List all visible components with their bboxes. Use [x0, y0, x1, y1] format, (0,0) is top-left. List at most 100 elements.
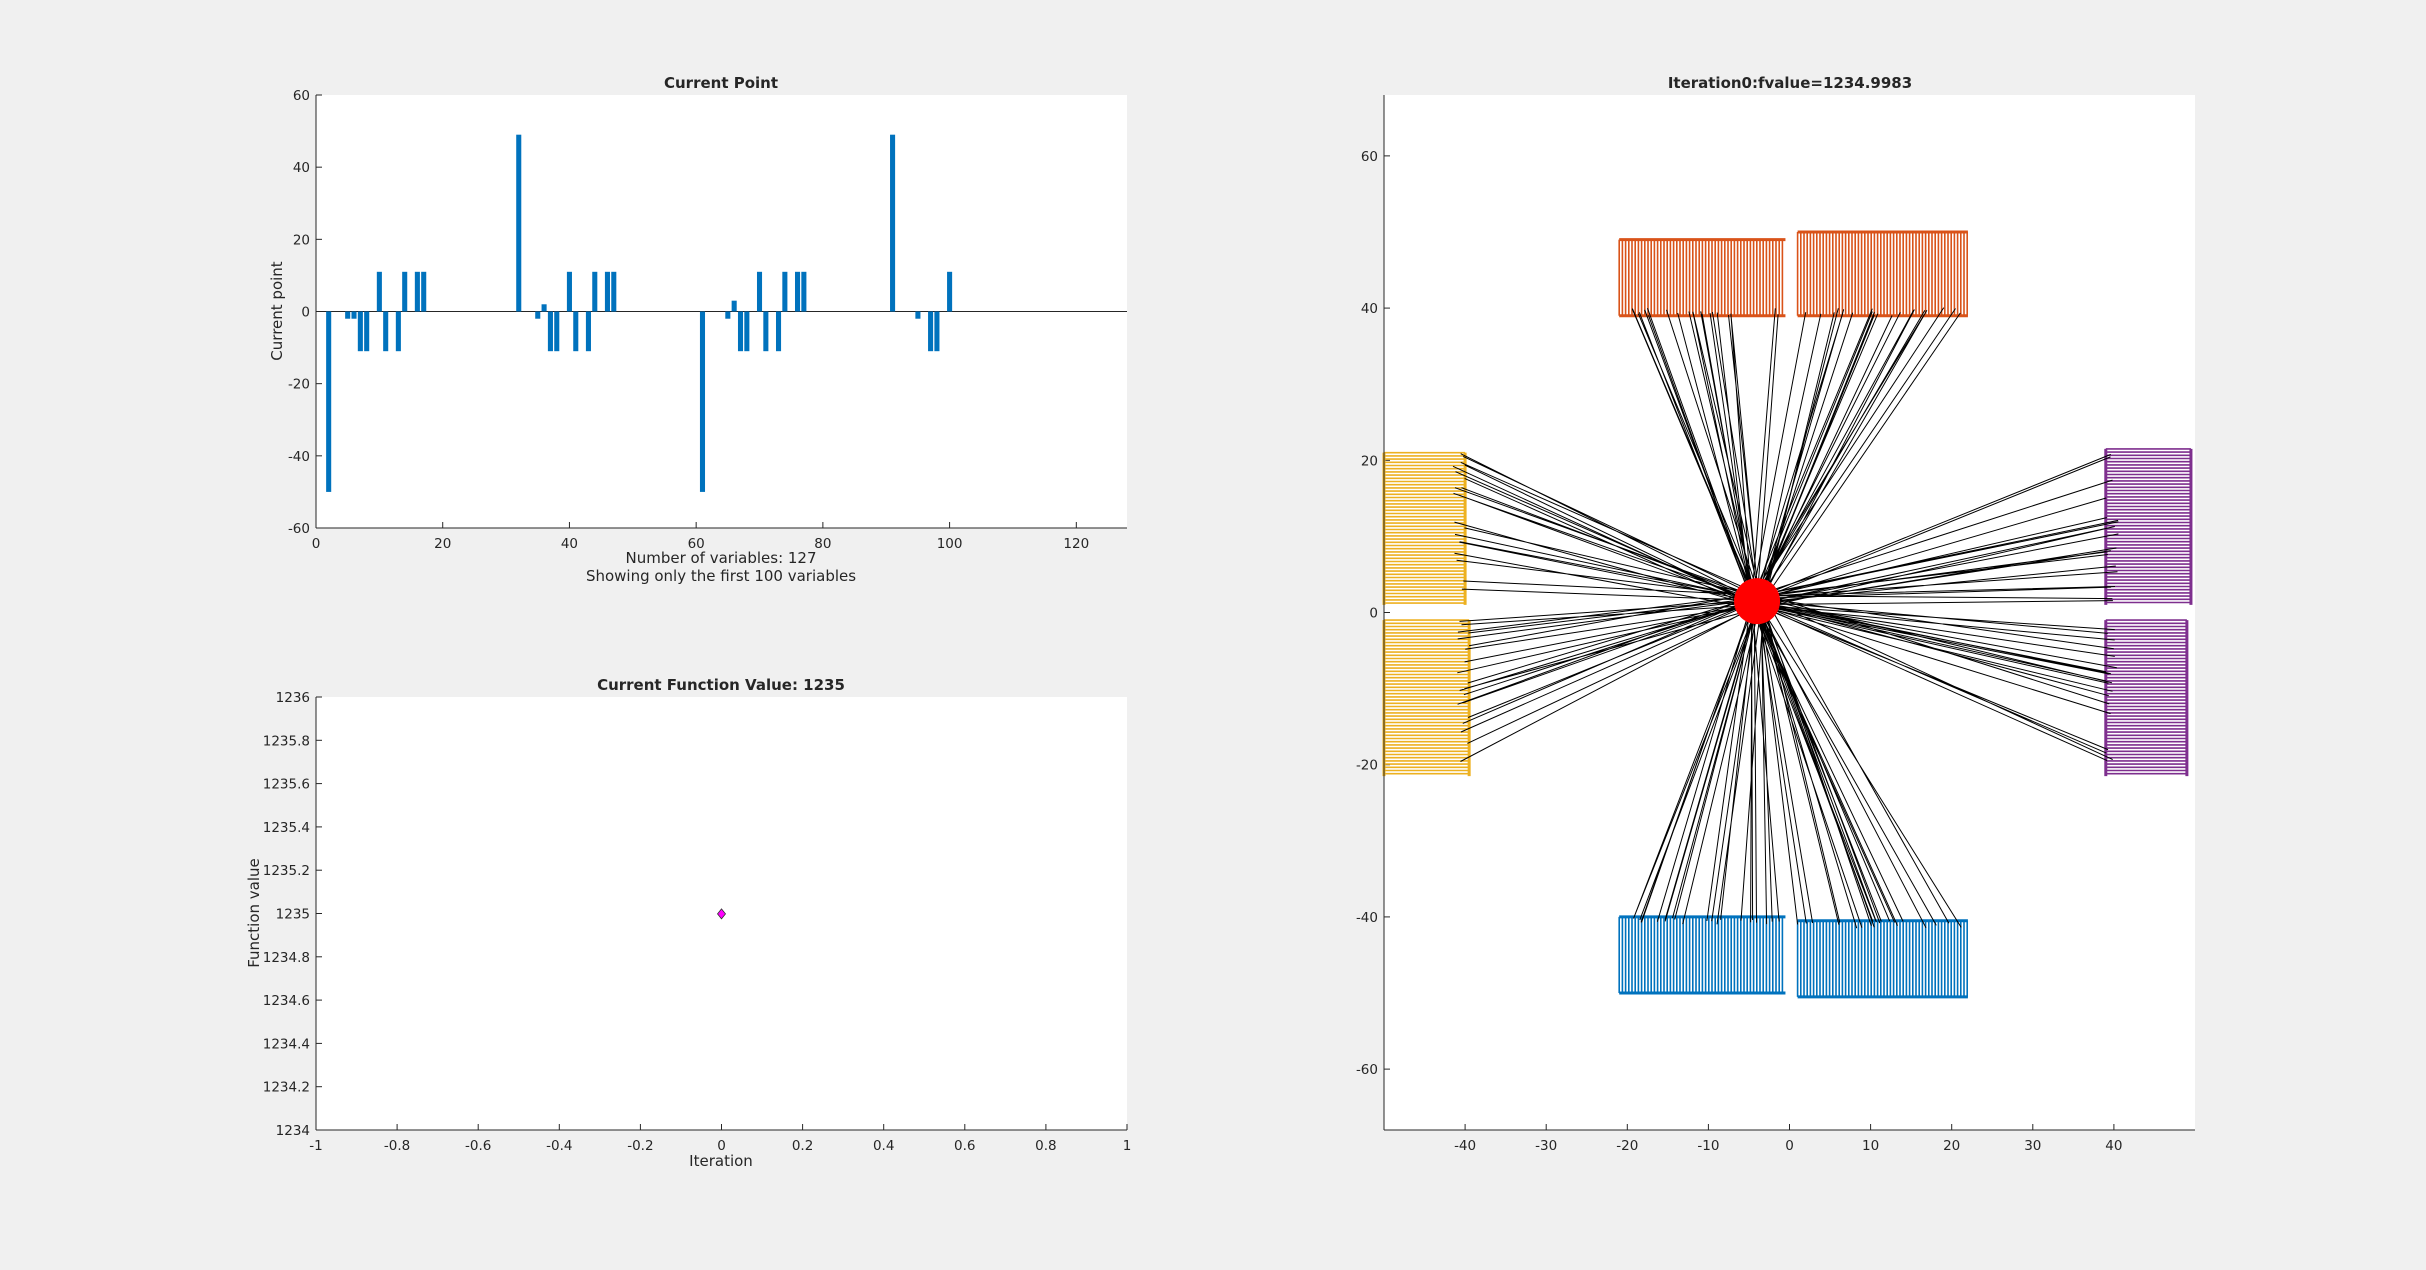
y-tick-label: 1235: [276, 907, 310, 923]
bar: [402, 271, 408, 312]
bar: [890, 134, 896, 312]
bar: [915, 311, 921, 319]
bar: [421, 271, 427, 312]
bar: [611, 271, 617, 312]
y-tick-label: 20: [293, 232, 310, 248]
y-tick-label: 1235.4: [263, 820, 310, 836]
block-strands: [1384, 451, 1466, 604]
x-tick-label: 10: [1862, 1138, 1879, 1154]
iteration-panel: Iteration0:fvalue=1234.9983 -40 -30 -20 -10…: [1356, 74, 2195, 1154]
x-tick-label: 0: [717, 1138, 726, 1154]
x-tick-label: 40: [2105, 1138, 2122, 1154]
bar: [326, 311, 332, 492]
bar: [737, 311, 744, 352]
x-tick-label: 60: [688, 536, 705, 552]
y-tick-label: -40: [288, 449, 310, 465]
y-tick-label: 20: [1361, 453, 1378, 469]
x-tick-label: -0.2: [627, 1138, 653, 1154]
bar: [345, 311, 351, 319]
y-tick-label: 1235.8: [263, 733, 310, 749]
y-tick-label: 40: [1361, 301, 1378, 317]
y-tick-label: 1234.4: [263, 1036, 310, 1052]
bar: [699, 311, 706, 492]
bar: [395, 311, 401, 352]
x-tick-label: -0.4: [546, 1138, 572, 1154]
block-strands: [1796, 231, 1968, 316]
function-value-title: Current Function Value: 1235: [597, 676, 845, 694]
bar: [376, 271, 382, 312]
bar: [364, 311, 370, 352]
x-tick-label: 0: [1785, 1138, 1794, 1154]
bar: [383, 311, 389, 352]
current-point-ylabel: Current point: [268, 261, 286, 360]
x-tick-label: -20: [1616, 1138, 1638, 1154]
bar: [775, 311, 782, 352]
block-strands: [1618, 239, 1784, 316]
function-value-ylabel: Function value: [245, 858, 263, 968]
function-value-ticks: -1 -0.8 -0.6 -0.4 -0.2 0 0.2 0.4 0.6 0.8 1 1234 1234…: [263, 690, 1132, 1154]
bar: [351, 311, 357, 319]
y-tick-label: -20: [288, 377, 310, 393]
current-point-ticks: 0 20 40 60 80 100 120 -60 -40 -20 0 20 40 60: [288, 88, 1089, 552]
y-tick-label: 1235.2: [263, 863, 310, 879]
bar: [566, 271, 572, 312]
iteration-axes-bg: [1384, 95, 2195, 1130]
block-strands: [1618, 916, 1784, 994]
bar: [763, 311, 769, 352]
bar: [592, 271, 598, 312]
x-tick-label: -0.8: [384, 1138, 410, 1154]
current-point-note-count: Number of variables: 127: [625, 549, 816, 567]
x-tick-label: 1: [1123, 1138, 1132, 1154]
hub-marker: [1734, 578, 1781, 625]
function-value-points: [716, 908, 727, 920]
bar: [414, 271, 420, 312]
y-tick-label: -40: [1356, 910, 1378, 926]
bar: [934, 311, 940, 352]
block-strands: [2105, 448, 2191, 604]
y-tick-label: 0: [301, 305, 310, 321]
y-tick-label: -60: [288, 521, 310, 537]
y-tick-label: 1234.6: [263, 993, 310, 1009]
bar: [928, 311, 934, 352]
iteration-title: Iteration0:fvalue=1234.9983: [1668, 74, 1912, 92]
x-tick-label: 0: [312, 536, 321, 552]
block-strands: [1384, 619, 1470, 775]
function-value-panel: Current Function Value: 1235 Function va…: [245, 676, 1131, 1170]
connection-lines: [1452, 307, 2119, 929]
y-tick-label: -60: [1356, 1062, 1378, 1078]
x-tick-label: 0.8: [1035, 1138, 1056, 1154]
x-tick-label: 20: [434, 536, 451, 552]
iteration-hub: [1734, 578, 1781, 625]
bar: [801, 271, 807, 312]
block-strands: [1796, 920, 1968, 997]
x-tick-label: -1: [309, 1138, 322, 1154]
bar: [535, 311, 541, 319]
bar: [585, 311, 591, 352]
bar: [794, 271, 801, 312]
function-value-point: [716, 908, 727, 920]
x-tick-label: 120: [1063, 536, 1089, 552]
bar: [744, 311, 750, 352]
x-tick-label: -10: [1697, 1138, 1719, 1154]
y-tick-label: 1234: [276, 1123, 310, 1139]
x-tick-label: -0.6: [465, 1138, 491, 1154]
current-point-title: Current Point: [664, 74, 778, 92]
bar: [731, 300, 737, 312]
bar: [947, 271, 953, 312]
x-tick-label: 80: [814, 536, 831, 552]
x-tick-label: 0.2: [792, 1138, 813, 1154]
y-tick-label: 60: [1361, 149, 1378, 165]
iteration-blocks: [1382, 230, 2193, 999]
x-tick-label: 100: [937, 536, 963, 552]
y-tick-label: 1234.8: [263, 950, 310, 966]
y-tick-label: -20: [1356, 758, 1378, 774]
x-tick-label: -40: [1454, 1138, 1476, 1154]
y-tick-label: 1235.6: [263, 777, 310, 793]
x-tick-label: 30: [2024, 1138, 2041, 1154]
bar: [554, 311, 560, 352]
y-tick-label: 40: [293, 160, 310, 176]
y-tick-label: 0: [1369, 606, 1378, 622]
current-point-note-showing: Showing only the first 100 variables: [586, 567, 856, 585]
bar: [547, 311, 553, 352]
x-tick-label: 0.4: [873, 1138, 894, 1154]
